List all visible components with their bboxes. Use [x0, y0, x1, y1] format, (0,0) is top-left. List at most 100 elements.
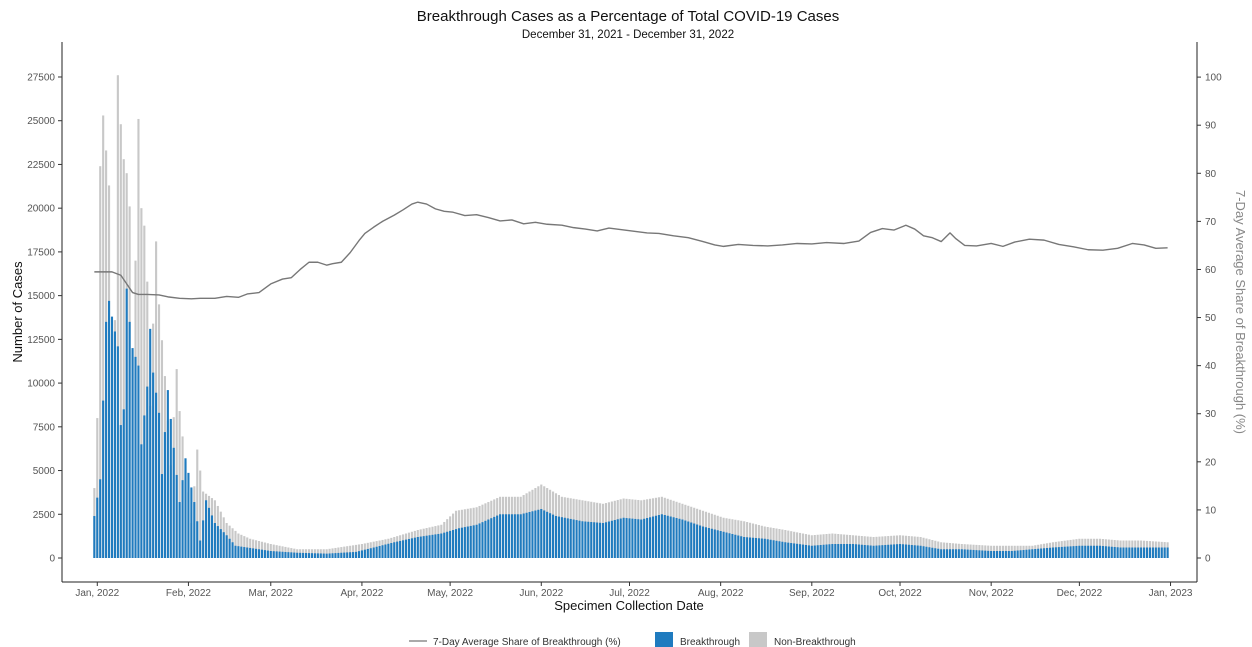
- bar-breakthrough: [454, 529, 458, 558]
- bar-breakthrough: [1095, 545, 1099, 558]
- bar-breakthrough: [916, 545, 919, 558]
- y-tick-label: 25000: [27, 116, 55, 127]
- bar-breakthrough: [157, 412, 161, 558]
- bar-breakthrough: [216, 526, 219, 558]
- bar-non-breakthrough: [119, 124, 122, 559]
- bar-breakthrough: [272, 551, 275, 558]
- bar-breakthrough: [637, 519, 640, 558]
- bar-breakthrough: [243, 547, 246, 558]
- bar-breakthrough: [399, 540, 402, 558]
- right-axis-ticks: 0 10 20 30 40 50 60 70 80 90 100: [1197, 73, 1222, 565]
- bar-breakthrough: [169, 418, 172, 558]
- x-tick-label: Dec, 2022: [1057, 588, 1103, 599]
- bar-breakthrough: [590, 522, 593, 558]
- y-tick-label: 12500: [27, 335, 55, 346]
- bar-breakthrough: [340, 552, 343, 558]
- bar-non-breakthrough: [343, 546, 346, 558]
- bar-non-breakthrough: [337, 547, 340, 558]
- bar-breakthrough: [457, 528, 461, 558]
- bar-breakthrough: [1107, 546, 1110, 558]
- y2-tick-label: 20: [1205, 457, 1217, 468]
- bar-breakthrough: [540, 509, 543, 558]
- bar-breakthrough: [222, 532, 225, 558]
- y-tick-label: 15000: [27, 291, 55, 302]
- bar-breakthrough: [184, 458, 187, 558]
- bar-breakthrough: [757, 538, 760, 558]
- y2-tick-label: 0: [1205, 554, 1211, 565]
- bar-breakthrough: [790, 543, 793, 558]
- bar-breakthrough: [390, 543, 393, 558]
- legend: 7-Day Average Share of Breakthrough (%) …: [409, 632, 856, 647]
- bar-breakthrough: [693, 523, 696, 558]
- bar-breakthrough: [913, 545, 916, 558]
- bar-breakthrough: [199, 540, 202, 558]
- bar-breakthrough: [684, 520, 687, 558]
- bar-breakthrough: [102, 400, 105, 558]
- bar-breakthrough: [1048, 547, 1052, 558]
- bar-breakthrough: [725, 532, 728, 558]
- bar-breakthrough: [825, 544, 828, 558]
- bar-breakthrough: [701, 526, 705, 558]
- bar-breakthrough: [960, 549, 963, 558]
- bar-breakthrough: [510, 514, 513, 558]
- bar-breakthrough: [875, 545, 878, 558]
- bar-breakthrough: [904, 544, 907, 558]
- bar-breakthrough: [675, 518, 678, 558]
- bar-non-breakthrough: [175, 369, 178, 558]
- bar-breakthrough: [1104, 546, 1107, 558]
- y-tick-label: 0: [49, 554, 55, 565]
- y2-tick-label: 90: [1205, 121, 1217, 132]
- bar-non-breakthrough: [331, 548, 334, 558]
- line-layer: [94, 201, 1168, 300]
- bar-breakthrough: [1093, 545, 1096, 558]
- bar-breakthrough: [699, 525, 702, 558]
- bar-breakthrough: [981, 550, 984, 558]
- y2-tick-label: 40: [1205, 361, 1217, 372]
- bar-breakthrough: [893, 544, 896, 558]
- bar-breakthrough: [96, 497, 99, 558]
- bar-non-breakthrough: [116, 75, 119, 558]
- bar-breakthrough: [534, 510, 537, 558]
- bar-breakthrough: [681, 519, 684, 558]
- bar-breakthrough: [560, 517, 563, 558]
- bar-breakthrough: [587, 521, 590, 558]
- bar-breakthrough: [463, 527, 466, 558]
- x-tick-label: Nov, 2022: [969, 588, 1014, 599]
- bar-breakthrough: [1007, 551, 1010, 558]
- bar-breakthrough: [807, 545, 810, 558]
- bar-breakthrough: [402, 540, 405, 558]
- bar-breakthrough: [731, 534, 734, 558]
- bar-non-breakthrough: [137, 118, 140, 559]
- bar-breakthrough: [657, 515, 660, 558]
- bar-breakthrough: [284, 551, 287, 558]
- bar-breakthrough: [1081, 545, 1084, 558]
- y2-axis-title: 7-Day Average Share of Breakthrough (%): [1233, 190, 1248, 434]
- x-tick-label: Jan, 2023: [1149, 588, 1193, 599]
- bar-non-breakthrough: [352, 545, 355, 558]
- bar-breakthrough: [396, 541, 399, 558]
- legend-swatch-breakthrough: [655, 632, 673, 647]
- bar-breakthrough: [881, 545, 884, 558]
- bar-breakthrough: [628, 518, 631, 558]
- bar-breakthrough: [140, 444, 143, 558]
- bar-breakthrough: [707, 528, 710, 558]
- bar-breakthrough: [354, 551, 358, 558]
- left-axis-ticks: 0 2500 5000 7500 10000 12500 15000 17500 20000 22…: [27, 72, 62, 565]
- bar-breakthrough: [299, 552, 302, 558]
- y2-tick-label: 30: [1205, 409, 1217, 420]
- bar-breakthrough: [760, 538, 763, 558]
- bar-breakthrough: [978, 550, 981, 558]
- bar-breakthrough: [1078, 545, 1081, 558]
- bar-breakthrough: [1145, 547, 1149, 558]
- bar-breakthrough: [696, 524, 699, 558]
- bar-breakthrough: [349, 552, 352, 558]
- bar-breakthrough: [363, 549, 366, 558]
- bar-breakthrough: [998, 551, 1002, 558]
- bar-breakthrough: [798, 544, 802, 558]
- bar-breakthrough: [946, 549, 949, 558]
- legend-label-breakthrough: Breakthrough: [680, 637, 740, 647]
- bar-breakthrough: [1148, 547, 1152, 558]
- bar-breakthrough: [319, 553, 322, 558]
- bar-breakthrough: [1022, 550, 1025, 558]
- bar-breakthrough: [910, 545, 913, 558]
